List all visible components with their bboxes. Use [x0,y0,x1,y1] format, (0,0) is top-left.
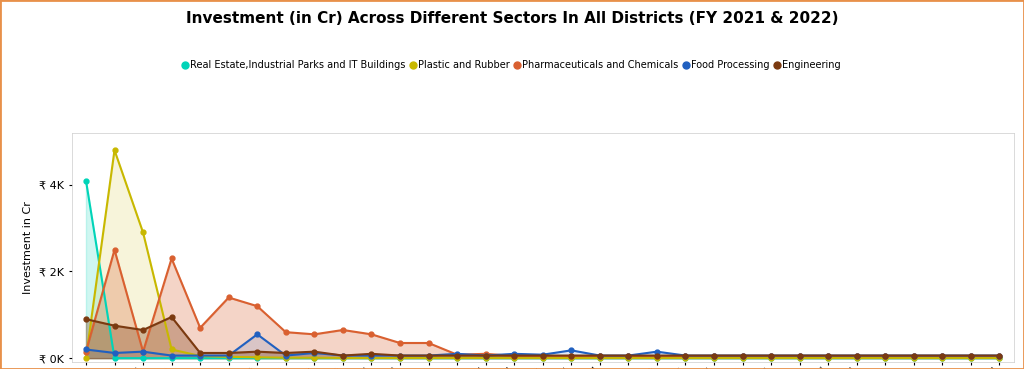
Y-axis label: Investment in Cr: Investment in Cr [24,201,34,294]
Legend: Real Estate,Industrial Parks and IT Buildings, Plastic and Rubber, Pharmaceutica: Real Estate,Industrial Parks and IT Buil… [179,56,845,74]
Text: Investment (in Cr) Across Different Sectors In All Districts (FY 2021 & 2022): Investment (in Cr) Across Different Sect… [185,11,839,26]
